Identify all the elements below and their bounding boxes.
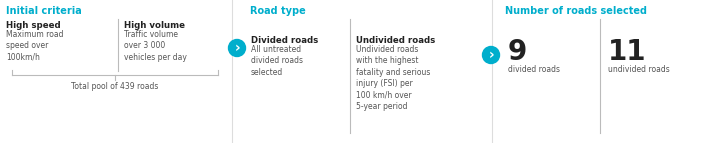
Circle shape	[228, 39, 246, 56]
Text: All untreated
divided roads
selected: All untreated divided roads selected	[251, 45, 303, 77]
Text: Total pool of 439 roads: Total pool of 439 roads	[71, 82, 158, 91]
Text: Road type: Road type	[250, 6, 306, 16]
Text: undivided roads: undivided roads	[608, 65, 670, 74]
Text: Initial criteria: Initial criteria	[6, 6, 82, 16]
Text: 11: 11	[608, 38, 647, 66]
Text: Traffic volume
over 3 000
vehicles per day: Traffic volume over 3 000 vehicles per d…	[124, 30, 187, 62]
Text: Maximum road
speed over
100km/h: Maximum road speed over 100km/h	[6, 30, 63, 62]
Text: High volume: High volume	[124, 21, 185, 30]
Text: Number of roads selected: Number of roads selected	[505, 6, 647, 16]
Text: High speed: High speed	[6, 21, 60, 30]
Text: Undivided roads
with the highest
fatality and serious
injury (FSI) per
100 km/h : Undivided roads with the highest fatalit…	[356, 45, 431, 111]
Circle shape	[482, 46, 500, 63]
Text: ›: ›	[489, 48, 495, 62]
Text: ›: ›	[235, 41, 240, 55]
Text: divided roads: divided roads	[508, 65, 560, 74]
Text: Divided roads: Divided roads	[251, 36, 318, 45]
Text: 9: 9	[508, 38, 527, 66]
Text: Undivided roads: Undivided roads	[356, 36, 436, 45]
